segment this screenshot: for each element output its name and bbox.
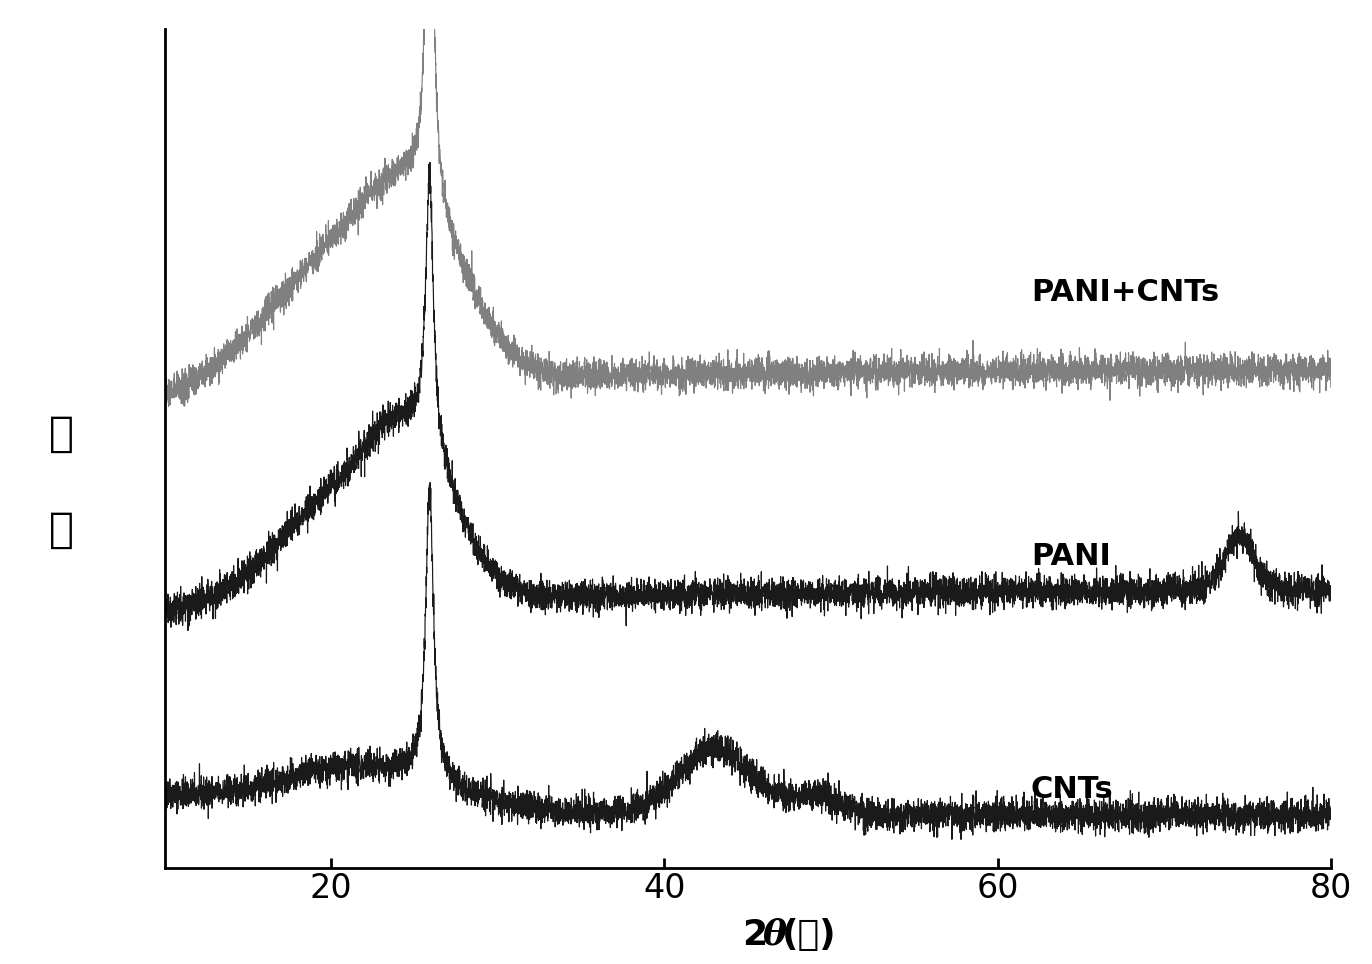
Text: 强: 强 <box>49 413 74 455</box>
Text: θ: θ <box>763 918 788 951</box>
Text: PANI: PANI <box>1030 543 1111 572</box>
Text: 度: 度 <box>49 509 74 551</box>
Text: (度): (度) <box>782 918 837 951</box>
Text: PANI+CNTs: PANI+CNTs <box>1030 279 1220 308</box>
Text: 2: 2 <box>742 918 767 951</box>
Text: CNTs: CNTs <box>1030 775 1114 804</box>
